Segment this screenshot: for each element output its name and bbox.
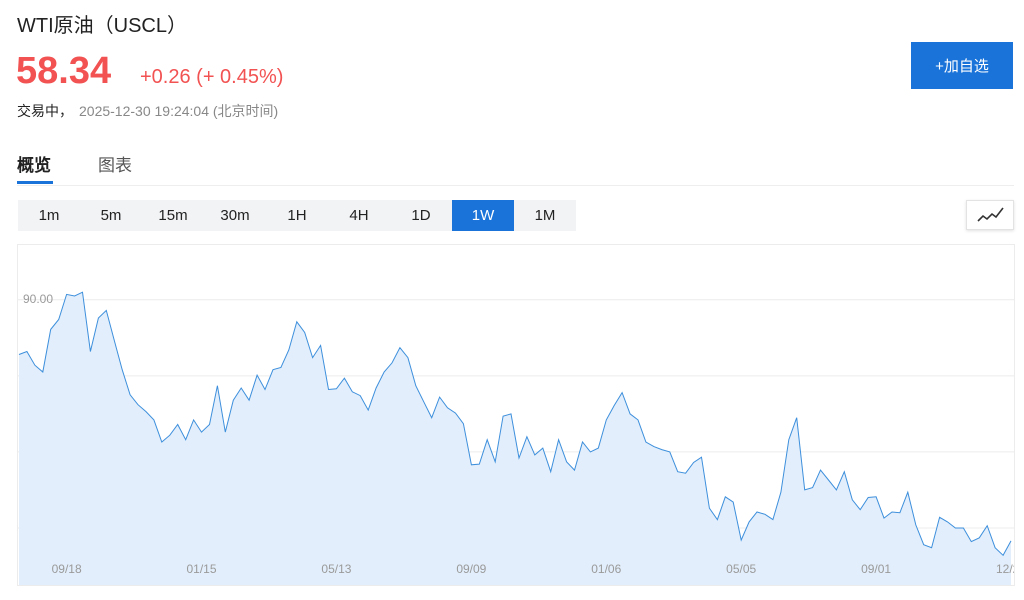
period-button[interactable]: 1W (452, 200, 514, 231)
period-button[interactable]: 1D (411, 207, 431, 224)
timestamp: 2025-12-30 19:24:04 (北京时间) (79, 103, 279, 119)
chart: 60.0070.0080.0090.0009/1801/1505/1309/09… (17, 244, 1015, 586)
trade-status: 交易中， (17, 103, 73, 119)
x-tick-label: 01/06 (591, 562, 621, 576)
x-tick-label: 09/09 (456, 562, 486, 576)
price-line (18, 291, 1012, 557)
period-button[interactable]: 5m (100, 207, 122, 224)
add-watchlist-button[interactable]: +加自选 (911, 42, 1013, 89)
period-button[interactable]: 1H (287, 207, 307, 224)
y-tick-label: 90.00 (23, 292, 53, 306)
chart-style-button[interactable] (966, 200, 1014, 230)
period-selector: 1m 5m 15m 30m 1H 4H 1D 1W 1M (18, 200, 576, 231)
x-tick-label: 01/15 (187, 562, 217, 576)
period-button[interactable]: 15m (158, 207, 188, 224)
price: 58.34 (16, 50, 112, 92)
x-tick-label: 05/05 (726, 562, 756, 576)
period-button[interactable]: 1m (38, 207, 60, 224)
period-button[interactable]: 30m (220, 207, 250, 224)
tab[interactable]: 概览 (17, 156, 51, 175)
price-change: +0.26 (+ 0.45%) (140, 66, 284, 88)
period-button[interactable]: 4H (349, 207, 369, 224)
x-tick-label: 09/18 (52, 562, 82, 576)
tab[interactable]: 图表 (98, 156, 132, 175)
tab-indicator (17, 181, 53, 184)
separator (17, 185, 1014, 186)
title: WTI原油（USCL） (17, 15, 187, 37)
period-button[interactable]: 1M (534, 207, 556, 224)
icon-line (977, 207, 1004, 222)
x-tick-label: 05/13 (321, 562, 351, 576)
x-tick-label: 12/29 (996, 562, 1015, 576)
line-icon (977, 207, 1004, 222)
x-tick-label: 09/01 (861, 562, 891, 576)
